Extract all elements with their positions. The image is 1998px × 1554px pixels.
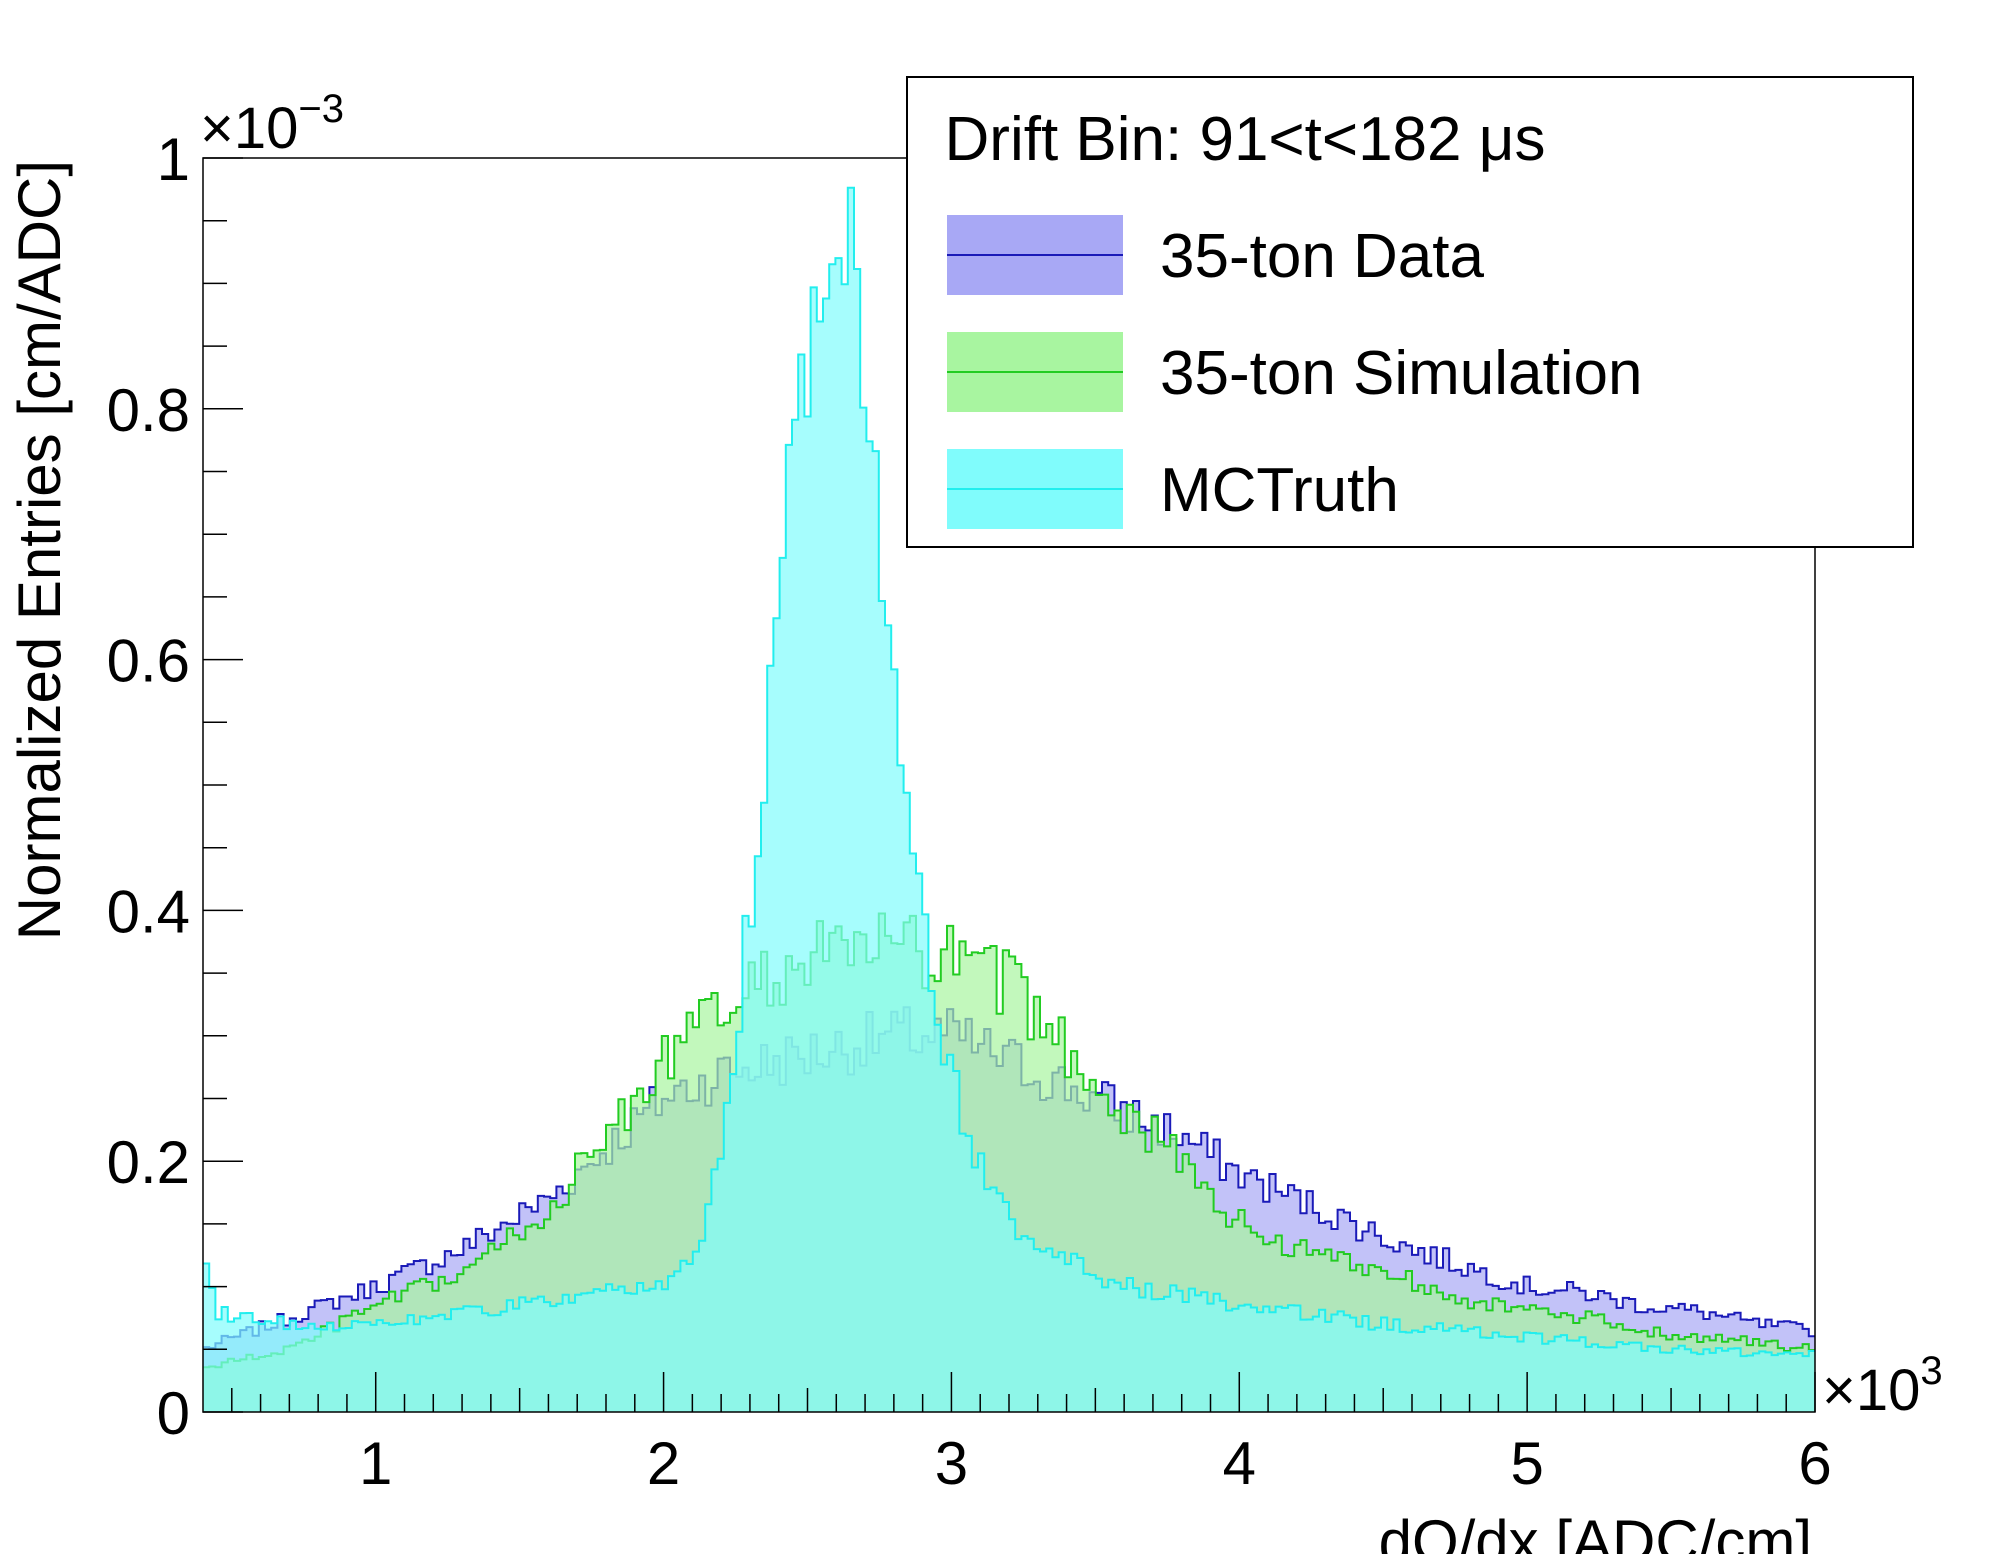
y-tick-label: 0 xyxy=(157,1380,190,1447)
legend-title: Drift Bin: 91<t<182 μs xyxy=(945,105,1546,174)
plot-area: 1 2 3 4 5 6 0 0.2 0.4 0.6 0.8 1 xyxy=(107,126,1832,1497)
y-multiplier-base: ×10 xyxy=(200,96,298,161)
legend-items: 35-ton Data 35-ton Simulation MCTruth xyxy=(947,215,1643,529)
legend-label: 35-ton Simulation xyxy=(1160,339,1643,408)
x-tick-label: 1 xyxy=(359,1430,392,1497)
y-tick-label: 0.2 xyxy=(107,1129,190,1196)
x-tick-label: 6 xyxy=(1798,1430,1831,1497)
x-multiplier: ×103 xyxy=(1822,1349,1943,1423)
y-multiplier: ×10−3 xyxy=(200,87,344,161)
y-tick-label: 0.8 xyxy=(107,377,190,444)
y-tick-label: 0.6 xyxy=(107,628,190,695)
series-mctruth xyxy=(203,186,1815,1412)
x-axis-label: dQ/dx [ADC/cm] xyxy=(1379,1508,1812,1554)
y-axis: 0 0.2 0.4 0.6 0.8 1 xyxy=(107,126,243,1447)
legend: Drift Bin: 91<t<182 μs 35-ton Data35-ton… xyxy=(906,76,1914,548)
legend-item: 35-ton Data xyxy=(947,215,1485,295)
x-tick-label: 5 xyxy=(1510,1430,1543,1497)
legend-label: MCTruth xyxy=(1160,456,1399,525)
x-tick-label: 2 xyxy=(647,1430,680,1497)
legend-label: 35-ton Data xyxy=(1160,222,1485,291)
x-axis: 1 2 3 4 5 6 xyxy=(231,1372,1832,1497)
y-tick-label: 0.4 xyxy=(107,878,190,945)
x-tick-label: 3 xyxy=(935,1430,968,1497)
x-multiplier-base: ×10 xyxy=(1822,1358,1920,1423)
y-multiplier-exp: −3 xyxy=(298,87,344,131)
x-multiplier-exp: 3 xyxy=(1920,1349,1942,1393)
x-tick-label: 4 xyxy=(1223,1430,1256,1497)
legend-item: MCTruth xyxy=(947,449,1399,529)
series-line xyxy=(203,912,1815,1369)
legend-item: 35-ton Simulation xyxy=(947,332,1643,412)
series-line xyxy=(203,186,1815,1358)
y-axis-label: Normalized Entries [cm/ADC] xyxy=(6,160,73,940)
histogram-layer xyxy=(203,186,1815,1412)
y-tick-label: 1 xyxy=(157,126,190,193)
